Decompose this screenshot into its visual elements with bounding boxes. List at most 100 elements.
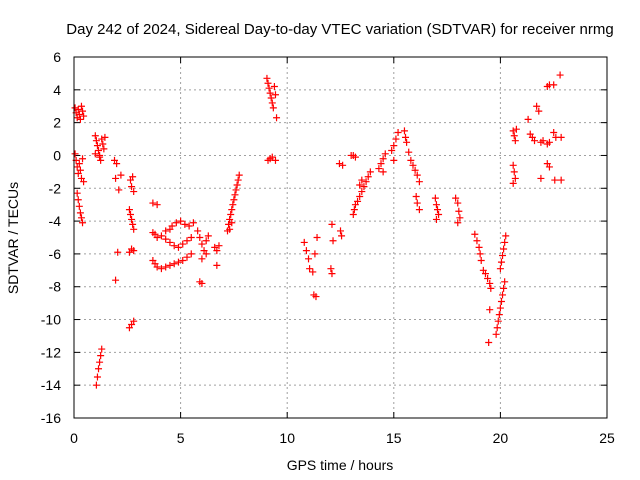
data-point bbox=[174, 243, 182, 251]
data-point bbox=[510, 168, 518, 176]
data-point bbox=[79, 107, 87, 115]
data-point bbox=[98, 345, 106, 353]
data-point bbox=[93, 142, 101, 150]
data-point bbox=[126, 211, 134, 219]
data-point bbox=[76, 166, 84, 174]
data-point bbox=[311, 250, 319, 258]
data-point bbox=[509, 127, 517, 135]
data-point bbox=[524, 115, 532, 123]
data-point bbox=[497, 258, 505, 266]
data-point bbox=[97, 352, 105, 360]
data-point bbox=[95, 365, 103, 373]
data-point bbox=[100, 145, 108, 153]
data-point bbox=[531, 137, 539, 145]
data-point bbox=[187, 250, 195, 258]
data-point bbox=[271, 156, 279, 164]
data-point bbox=[269, 104, 277, 112]
data-point bbox=[264, 79, 272, 87]
data-point bbox=[234, 176, 242, 184]
data-point bbox=[475, 243, 483, 251]
data-point bbox=[533, 102, 541, 110]
data-point bbox=[185, 222, 193, 230]
data-point bbox=[157, 265, 165, 273]
data-point bbox=[101, 133, 109, 141]
data-point bbox=[170, 260, 178, 268]
x-axis-label: GPS time / hours bbox=[287, 457, 394, 473]
data-point bbox=[76, 209, 84, 217]
data-point bbox=[358, 176, 366, 184]
data-point bbox=[91, 150, 99, 158]
data-point bbox=[432, 215, 440, 223]
data-point bbox=[535, 107, 543, 115]
data-point bbox=[328, 220, 336, 228]
data-point bbox=[93, 373, 101, 381]
data-point bbox=[179, 240, 187, 248]
data-point bbox=[381, 150, 389, 158]
data-point bbox=[539, 137, 547, 145]
data-point bbox=[377, 160, 385, 168]
data-point bbox=[487, 284, 495, 292]
data-point bbox=[413, 171, 421, 179]
data-point bbox=[263, 74, 271, 82]
data-point bbox=[339, 161, 347, 169]
data-point bbox=[499, 291, 507, 299]
data-point bbox=[501, 278, 509, 286]
data-point bbox=[502, 232, 510, 240]
data-point bbox=[338, 232, 346, 240]
data-point bbox=[394, 128, 402, 136]
data-point bbox=[360, 183, 368, 191]
data-point bbox=[354, 197, 362, 205]
data-point bbox=[92, 381, 100, 389]
data-point bbox=[194, 227, 202, 235]
data-point bbox=[97, 156, 105, 164]
data-point bbox=[99, 140, 107, 148]
data-point bbox=[189, 219, 197, 227]
data-point bbox=[149, 199, 157, 207]
data-point bbox=[268, 153, 276, 161]
data-point bbox=[162, 263, 170, 271]
data-point bbox=[230, 196, 238, 204]
data-point bbox=[71, 104, 79, 112]
data-point bbox=[129, 220, 137, 228]
data-point bbox=[183, 237, 191, 245]
data-point bbox=[74, 196, 82, 204]
data-point bbox=[400, 127, 408, 135]
data-point bbox=[434, 206, 442, 214]
chart-title: Day 242 of 2024, Sidereal Day-to-day VTE… bbox=[66, 21, 613, 38]
data-point bbox=[496, 304, 504, 312]
data-point bbox=[310, 291, 318, 299]
data-point bbox=[409, 161, 417, 169]
data-point bbox=[496, 265, 504, 273]
data-point bbox=[390, 142, 398, 150]
data-point bbox=[545, 138, 553, 146]
data-point bbox=[181, 220, 189, 228]
data-point bbox=[362, 178, 370, 186]
data-point bbox=[415, 178, 423, 186]
data-point bbox=[235, 171, 243, 179]
data-point bbox=[202, 237, 210, 245]
data-point bbox=[204, 232, 212, 240]
data-point bbox=[550, 81, 558, 89]
data-point bbox=[96, 153, 104, 161]
data-point bbox=[412, 192, 420, 200]
data-point bbox=[215, 242, 223, 250]
data-point bbox=[96, 358, 104, 366]
data-point bbox=[266, 89, 274, 97]
data-point bbox=[79, 155, 87, 163]
y-tick-label: -2 bbox=[49, 180, 62, 196]
data-point bbox=[130, 247, 138, 255]
y-tick-label: 6 bbox=[53, 49, 61, 65]
data-point bbox=[300, 238, 308, 246]
y-tick-label: 4 bbox=[53, 82, 61, 98]
data-point bbox=[432, 201, 440, 209]
data-point bbox=[456, 214, 464, 222]
data-point bbox=[166, 261, 174, 269]
data-point bbox=[112, 276, 120, 284]
data-point bbox=[153, 263, 161, 271]
data-point bbox=[91, 132, 99, 140]
data-point bbox=[98, 135, 106, 143]
data-point bbox=[231, 191, 239, 199]
grid bbox=[74, 57, 607, 418]
data-point bbox=[75, 160, 83, 168]
data-point bbox=[170, 242, 178, 250]
